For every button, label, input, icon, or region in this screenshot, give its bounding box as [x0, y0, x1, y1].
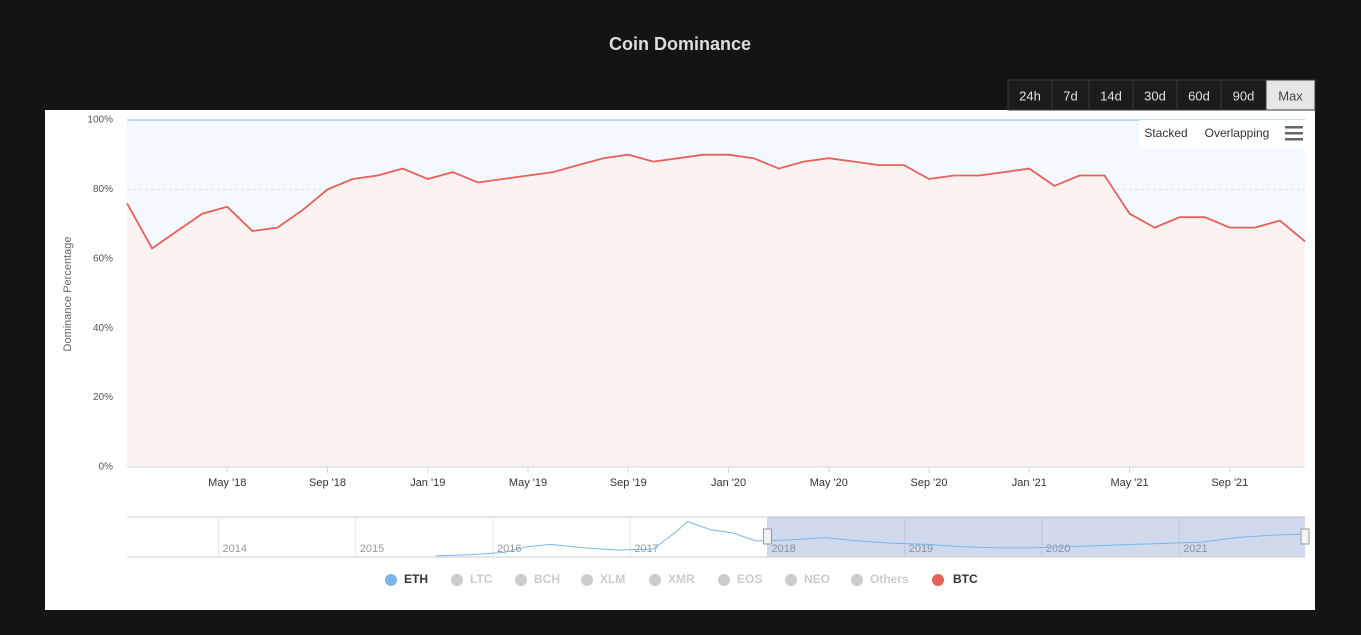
x-tick-label: Jan '21 [1012, 477, 1047, 489]
navigator-tick-label: 2020 [1046, 543, 1070, 555]
y-tick-label: 60% [93, 253, 113, 264]
x-tick-label: Sep '18 [309, 477, 346, 489]
range-button[interactable] [1176, 79, 1222, 111]
y-tick-label: 80% [93, 184, 113, 195]
range-button[interactable] [1132, 79, 1178, 111]
legend-label[interactable]: XLM [600, 572, 625, 586]
legend-marker[interactable] [385, 574, 397, 586]
x-tick-label: Jan '20 [711, 477, 746, 489]
legend-marker[interactable] [932, 574, 944, 586]
range-button[interactable] [1007, 79, 1053, 111]
legend-label[interactable]: XMR [668, 572, 695, 586]
range-button-label[interactable]: Max [1278, 88, 1303, 103]
mode-box [1139, 120, 1305, 148]
legend-marker[interactable] [851, 574, 863, 586]
x-tick-label: May '20 [810, 477, 848, 489]
x-tick-label: May '19 [509, 477, 547, 489]
x-tick-label: Sep '19 [610, 477, 647, 489]
legend-label[interactable]: EOS [737, 572, 762, 586]
legend-marker[interactable] [581, 574, 593, 586]
x-tick-label: May '21 [1110, 477, 1148, 489]
legend-marker[interactable] [515, 574, 527, 586]
legend-marker[interactable] [649, 574, 661, 586]
chart-title: Coin Dominance [609, 34, 751, 54]
legend-label[interactable]: Others [870, 572, 909, 586]
y-tick-label: 100% [87, 115, 113, 126]
y-tick-label: 0% [99, 462, 114, 473]
range-button-label[interactable]: 90d [1233, 88, 1255, 103]
menu-icon[interactable] [1285, 138, 1303, 141]
legend-label[interactable]: LTC [470, 572, 493, 586]
mode-option[interactable]: Overlapping [1205, 126, 1270, 140]
y-tick-label: 20% [93, 392, 113, 403]
navigator-tick-label: 2021 [1183, 543, 1207, 555]
x-tick-label: Sep '21 [1211, 477, 1248, 489]
x-tick-label: Sep '20 [911, 477, 948, 489]
range-button[interactable] [1220, 79, 1267, 111]
range-button-label[interactable]: 7d [1063, 88, 1077, 103]
legend-marker[interactable] [718, 574, 730, 586]
navigator-tick-label: 2016 [497, 543, 521, 555]
range-button-label[interactable]: 24h [1019, 88, 1041, 103]
navigator-line [435, 521, 1306, 557]
menu-icon[interactable] [1285, 126, 1303, 129]
x-tick-label: May '18 [208, 477, 246, 489]
navigator-tick-label: 2014 [222, 543, 246, 555]
series-area [127, 154, 1305, 467]
navigator-tick-label: 2019 [909, 543, 933, 555]
series-line [126, 153, 1306, 250]
x-tick-label: Jan '19 [410, 477, 445, 489]
navigator-handle[interactable] [762, 528, 772, 545]
navigator-selection[interactable] [767, 517, 1305, 557]
y-tick-label: 40% [93, 323, 113, 334]
y-axis-title: Dominance Percentage [62, 237, 74, 352]
legend-label[interactable]: BTC [953, 572, 978, 586]
legend-label[interactable]: BCH [534, 572, 560, 586]
legend-label[interactable]: NEO [804, 572, 830, 586]
range-button-label[interactable]: 60d [1188, 88, 1210, 103]
range-button[interactable] [1265, 79, 1316, 111]
range-button-label[interactable]: 30d [1144, 88, 1166, 103]
navigator-tick-label: 2015 [360, 543, 384, 555]
navigator-tick-label: 2018 [771, 543, 795, 555]
range-button-label[interactable]: 14d [1100, 88, 1122, 103]
legend-marker[interactable] [785, 574, 797, 586]
legend-marker[interactable] [451, 574, 463, 586]
mode-option[interactable]: Stacked [1144, 126, 1187, 140]
legend-label[interactable]: ETH [404, 572, 428, 586]
menu-icon[interactable] [1285, 132, 1303, 135]
navigator-handle[interactable] [1300, 528, 1310, 545]
